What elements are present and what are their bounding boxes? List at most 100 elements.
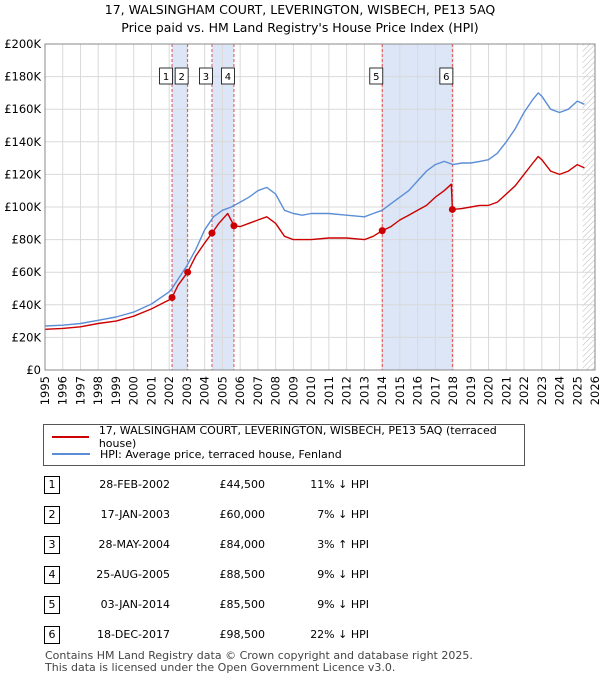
transaction-hpi-diff: 3% ↑ HPI (317, 538, 369, 551)
sale-marker-label: 6 (443, 72, 449, 83)
transaction-number: 4 (44, 566, 60, 584)
sale-point (448, 205, 456, 213)
sale-marker-label: 3 (203, 72, 209, 83)
transaction-date: 17-JAN-2003 (100, 508, 170, 521)
transaction-price: £98,500 (219, 628, 266, 641)
sale-point (378, 227, 386, 235)
x-tick-label: 2021 (499, 376, 513, 405)
plot-frame (44, 43, 596, 371)
hpi-line (44, 92, 585, 327)
x-tick-label: 2005 (215, 376, 229, 405)
transaction-hpi-diff: 9% ↓ HPI (317, 598, 369, 611)
x-tick-label: 2022 (517, 376, 531, 405)
table-row: 1 28-FEB-2002 £44,500 11% ↓ HPI (0, 476, 600, 496)
x-tick-label: 2004 (198, 376, 212, 405)
sale-marker-box (174, 67, 189, 85)
footer: Contains HM Land Registry data © Crown c… (45, 650, 473, 674)
transaction-number: 1 (44, 476, 60, 494)
x-tick-label: 2015 (393, 376, 407, 405)
x-tick-label: 2023 (535, 376, 549, 405)
sale-marker-box (369, 67, 384, 85)
y-tick-label: £160K (4, 102, 41, 116)
sale-marker-box (159, 67, 173, 85)
x-tick-label: 2025 (570, 376, 584, 405)
table-row: 3 28-MAY-2004 £84,000 3% ↑ HPI (0, 536, 600, 556)
x-tick-label: 2002 (162, 376, 176, 405)
x-tick-label: 2001 (144, 376, 158, 405)
legend-swatch-property (52, 436, 89, 438)
chart-legend: 17, WALSINGHAM COURT, LEVERINGTON, WISBE… (43, 424, 525, 466)
sale-point (184, 268, 192, 276)
transaction-number: 6 (44, 626, 60, 644)
x-tick-label: 1997 (73, 376, 87, 405)
x-tick-label: 2003 (180, 376, 194, 405)
transaction-price: £84,000 (219, 538, 266, 551)
y-tick-label: £20K (12, 330, 42, 344)
sale-marker: 6 (439, 67, 454, 85)
transaction-number: 5 (44, 596, 60, 614)
sale-marker: 4 (221, 67, 235, 85)
legend-label-property: 17, WALSINGHAM COURT, LEVERINGTON, WISBE… (98, 424, 497, 450)
transaction-number: 3 (44, 536, 60, 554)
y-tick-label: £100K (4, 200, 41, 214)
x-tick-label: 2008 (269, 376, 283, 405)
y-tick-label: £120K (4, 167, 41, 181)
y-tick-label: £200K (4, 37, 41, 51)
transaction-date: 25-AUG-2005 (96, 568, 170, 581)
sale-marker-label: 2 (178, 72, 184, 83)
table-row: 4 25-AUG-2005 £88,500 9% ↓ HPI (0, 566, 600, 586)
table-row: 2 17-JAN-2003 £60,000 7% ↓ HPI (0, 506, 600, 526)
legend-label-hpi: HPI: Average price, terraced house, Fenl… (100, 447, 342, 461)
x-tick-label: 1995 (38, 376, 52, 405)
x-tick-label: 2014 (375, 376, 389, 405)
y-tick-label: £140K (4, 135, 41, 149)
x-tick-label: 1999 (109, 376, 123, 405)
y-tick-label: £40K (12, 298, 42, 312)
table-row: 6 18-DEC-2017 £98,500 22% ↓ HPI (0, 626, 600, 646)
transaction-price: £60,000 (219, 508, 266, 521)
sale-marker-box (439, 67, 454, 85)
footer-licence: This data is licensed under the Open Gov… (45, 661, 396, 674)
x-tick-label: 2006 (233, 376, 247, 405)
sale-marker: 1 (159, 67, 173, 85)
x-tick-label: 2010 (304, 376, 318, 405)
transaction-date: 28-FEB-2002 (99, 478, 170, 491)
transaction-price: £85,500 (219, 598, 266, 611)
x-tick-label: 2000 (127, 376, 141, 405)
x-tick-label: 2009 (286, 376, 300, 405)
sale-marker-label: 4 (225, 72, 231, 83)
y-tick-label: £60K (12, 265, 42, 279)
transaction-hpi-diff: 11% ↓ HPI (310, 478, 369, 491)
x-tick-label: 2026 (588, 376, 600, 405)
x-tick-label: 2016 (411, 376, 425, 405)
x-tick-label: 2020 (482, 376, 496, 405)
sale-marker: 5 (369, 67, 384, 85)
sale-marker-label: 1 (163, 72, 169, 83)
y-tick-label: £80K (12, 233, 42, 247)
sale-marker-box (199, 67, 213, 85)
y-tick-label: £0 (26, 363, 41, 377)
transaction-date: 18-DEC-2017 (96, 628, 170, 641)
x-tick-label: 2018 (446, 376, 460, 405)
sale-marker-label: 5 (373, 72, 379, 83)
property-price-line (44, 155, 585, 330)
legend-item-property: 17, WALSINGHAM COURT, LEVERINGTON, WISBE… (52, 424, 524, 450)
sale-point (208, 229, 216, 237)
x-tick-label: 2011 (322, 376, 336, 405)
x-tick-label: 2012 (340, 376, 354, 405)
transaction-hpi-diff: 9% ↓ HPI (317, 568, 369, 581)
legend-swatch-hpi (52, 453, 90, 455)
x-tick-label: 2007 (251, 376, 265, 405)
transaction-price: £88,500 (219, 568, 266, 581)
x-tick-label: 1996 (56, 376, 70, 405)
x-tick-label: 2017 (428, 376, 442, 405)
chart-subtitle: Price paid vs. HM Land Registry's House … (121, 20, 479, 35)
transaction-date: 28-MAY-2004 (98, 538, 170, 551)
sale-marker: 2 (174, 67, 189, 85)
footer-copyright: Contains HM Land Registry data © Crown c… (45, 649, 473, 662)
transaction-hpi-diff: 22% ↓ HPI (310, 628, 369, 641)
table-row: 5 03-JAN-2014 £85,500 9% ↓ HPI (0, 596, 600, 616)
transaction-price: £44,500 (219, 478, 266, 491)
sale-marker-box (221, 67, 235, 85)
